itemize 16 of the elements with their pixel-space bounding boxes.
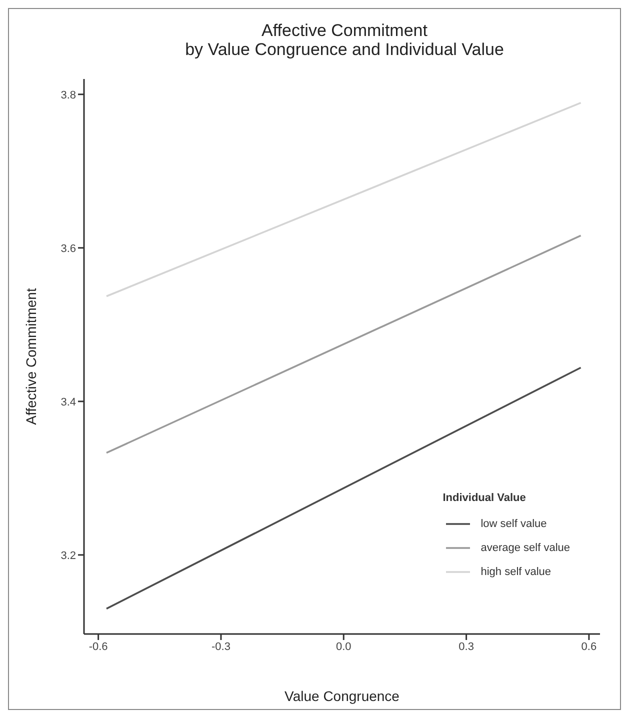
chart-title: Affective Commitment by Value Congruence and Individual Value	[184, 21, 505, 59]
x-tick-label: 0.0	[336, 640, 352, 653]
x-tick-label: 0.6	[581, 640, 597, 653]
x-tick-label: -0.3	[211, 640, 230, 653]
x-tick-label: 0.3	[458, 640, 474, 653]
y-tick-label: 3.4	[60, 396, 76, 408]
y-tick-label: 3.2	[60, 550, 76, 562]
y-tick-label: 3.8	[60, 89, 76, 102]
legend-label: high self value	[480, 566, 552, 578]
y-axis-title: Affective Commitment	[22, 288, 39, 425]
legend-label: low self value	[480, 518, 547, 530]
legend-title: Individual Value	[442, 492, 527, 504]
y-tick-label: 3.6	[60, 242, 76, 255]
x-axis-title: Value Congruence	[284, 688, 400, 704]
x-tick-label: -0.6	[88, 640, 108, 653]
legend-label: average self value	[480, 542, 570, 554]
